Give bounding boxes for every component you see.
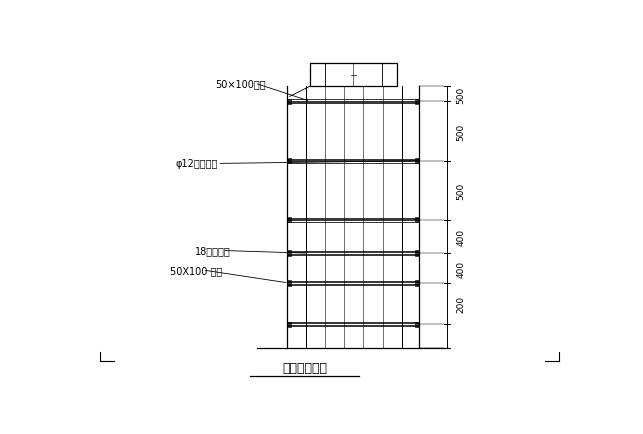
- Text: 500: 500: [456, 123, 465, 140]
- Text: 50X100 龙骨: 50X100 龙骨: [170, 265, 222, 275]
- Bar: [415, 159, 419, 164]
- Bar: [415, 281, 419, 286]
- Bar: [415, 217, 419, 223]
- Text: 柱模板构造图: 柱模板构造图: [282, 362, 327, 375]
- Bar: [287, 322, 291, 327]
- Text: 500: 500: [456, 182, 465, 199]
- Bar: [287, 159, 291, 164]
- Text: 400: 400: [456, 228, 465, 245]
- Bar: [310, 64, 397, 87]
- Text: 18厘胶合板: 18厘胶合板: [195, 246, 231, 256]
- Text: 200: 200: [456, 296, 465, 312]
- Bar: [415, 322, 419, 327]
- Text: φ12对拉螺栋: φ12对拉螺栋: [175, 159, 217, 169]
- Bar: [287, 217, 291, 223]
- Bar: [287, 281, 291, 286]
- Text: 400: 400: [456, 260, 465, 277]
- Bar: [287, 99, 291, 105]
- Bar: [287, 251, 291, 256]
- Text: 50×100龙骨: 50×100龙骨: [215, 79, 266, 89]
- Text: 500: 500: [456, 86, 465, 103]
- Bar: [415, 251, 419, 256]
- Bar: [415, 99, 419, 105]
